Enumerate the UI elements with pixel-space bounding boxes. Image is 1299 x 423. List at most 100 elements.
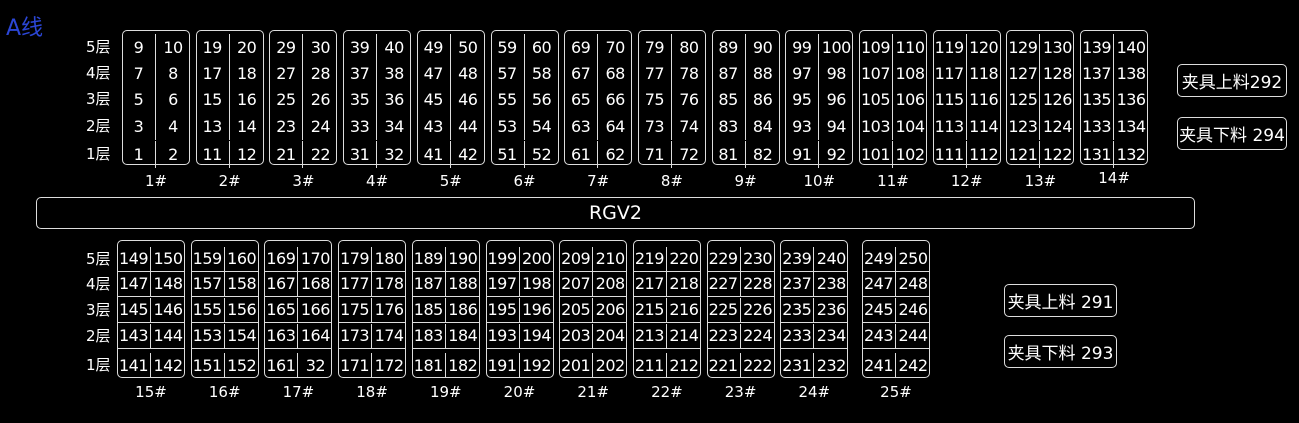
slot-cell[interactable]: 95 bbox=[785, 86, 820, 113]
slot-cell[interactable]: 133 bbox=[1080, 113, 1115, 140]
slot-cell[interactable]: 249 bbox=[862, 247, 896, 272]
slot-cell[interactable]: 234 bbox=[814, 324, 849, 349]
slot-cell[interactable]: 42 bbox=[458, 144, 478, 164]
rack-19[interactable] bbox=[411, 240, 480, 378]
slot-cell[interactable]: 210 bbox=[593, 247, 628, 272]
slot-cell[interactable]: 139 bbox=[1080, 34, 1115, 61]
slot-cell[interactable]: 208 bbox=[593, 272, 628, 297]
slot-cell[interactable]: 217 bbox=[632, 272, 667, 297]
slot-cell[interactable]: 229 bbox=[706, 247, 741, 272]
rack-5[interactable] bbox=[416, 30, 485, 165]
slot-cell[interactable]: 158 bbox=[224, 272, 259, 297]
slot-cell[interactable]: 106 bbox=[895, 89, 925, 109]
slot-cell[interactable]: 48 bbox=[458, 63, 478, 83]
slot-cell[interactable]: 227 bbox=[706, 272, 741, 297]
slot-cell[interactable]: 209 bbox=[559, 247, 594, 272]
slot-cell[interactable]: 32 bbox=[384, 144, 404, 164]
slot-cell[interactable]: 166 bbox=[298, 298, 333, 323]
slot-cell[interactable]: 111 bbox=[933, 141, 967, 168]
slot-cell[interactable]: 223 bbox=[706, 324, 741, 349]
slot-cell[interactable]: 157 bbox=[190, 272, 225, 297]
slot-cell[interactable]: 233 bbox=[780, 324, 815, 349]
slot-cell[interactable]: 231 bbox=[780, 353, 815, 378]
slot-cell[interactable]: 207 bbox=[559, 272, 594, 297]
rack-16[interactable] bbox=[190, 240, 259, 378]
slot-cell[interactable]: 134 bbox=[1116, 116, 1147, 136]
slot-cell[interactable]: 116 bbox=[969, 89, 999, 109]
rack-6[interactable] bbox=[490, 30, 559, 165]
slot-cell[interactable]: 114 bbox=[969, 116, 999, 136]
slot-cell[interactable]: 99 bbox=[785, 34, 820, 61]
slot-cell[interactable]: 237 bbox=[780, 272, 815, 297]
slot-cell[interactable]: 26 bbox=[310, 89, 331, 109]
slot-cell[interactable]: 6 bbox=[168, 89, 178, 109]
slot-cell[interactable]: 203 bbox=[559, 324, 594, 349]
slot-cell[interactable]: 120 bbox=[969, 37, 999, 57]
slot-cell[interactable]: 246 bbox=[896, 298, 930, 323]
slot-cell[interactable]: 244 bbox=[896, 324, 930, 349]
slot-cell[interactable]: 90 bbox=[752, 37, 773, 57]
slot-cell[interactable]: 4 bbox=[168, 116, 178, 136]
slot-cell[interactable]: 196 bbox=[519, 298, 554, 323]
slot-cell[interactable]: 82 bbox=[752, 144, 773, 164]
slot-cell[interactable]: 144 bbox=[151, 324, 185, 349]
slot-cell[interactable]: 67 bbox=[564, 60, 599, 87]
slot-cell[interactable]: 65 bbox=[564, 86, 599, 113]
slot-cell[interactable]: 168 bbox=[298, 272, 333, 297]
rack-4[interactable] bbox=[343, 30, 412, 165]
slot-cell[interactable]: 112 bbox=[969, 144, 999, 164]
slot-cell[interactable]: 206 bbox=[593, 298, 628, 323]
slot-cell[interactable]: 184 bbox=[445, 324, 480, 349]
slot-cell[interactable]: 92 bbox=[826, 144, 847, 164]
slot-cell[interactable]: 113 bbox=[933, 113, 967, 140]
slot-cell[interactable]: 213 bbox=[632, 324, 667, 349]
slot-cell[interactable]: 248 bbox=[896, 272, 930, 297]
slot-cell[interactable]: 35 bbox=[343, 86, 378, 113]
slot-cell[interactable]: 226 bbox=[740, 298, 775, 323]
slot-cell[interactable]: 127 bbox=[1006, 60, 1041, 87]
slot-cell[interactable]: 147 bbox=[117, 272, 151, 297]
slot-cell[interactable]: 247 bbox=[862, 272, 896, 297]
slot-cell[interactable]: 33 bbox=[343, 113, 378, 140]
slot-cell[interactable]: 238 bbox=[814, 272, 849, 297]
slot-cell[interactable]: 202 bbox=[595, 355, 626, 375]
slot-cell[interactable]: 105 bbox=[859, 86, 893, 113]
slot-cell[interactable]: 18 bbox=[237, 63, 257, 83]
slot-cell[interactable]: 39 bbox=[343, 34, 378, 61]
slot-cell[interactable]: 219 bbox=[632, 247, 667, 272]
rack-9[interactable] bbox=[711, 30, 780, 165]
rack-24[interactable] bbox=[780, 240, 849, 378]
slot-cell[interactable]: 176 bbox=[372, 298, 407, 323]
slot-cell[interactable]: 236 bbox=[814, 298, 849, 323]
slot-cell[interactable]: 80 bbox=[679, 37, 699, 57]
slot-cell[interactable]: 205 bbox=[559, 298, 594, 323]
slot-cell[interactable]: 30 bbox=[310, 37, 331, 57]
slot-cell[interactable]: 136 bbox=[1116, 89, 1147, 109]
slot-cell[interactable]: 89 bbox=[712, 34, 746, 61]
slot-cell[interactable]: 201 bbox=[559, 353, 594, 378]
slot-cell[interactable]: 193 bbox=[485, 324, 520, 349]
slot-cell[interactable]: 163 bbox=[264, 324, 299, 349]
slot-cell[interactable]: 138 bbox=[1116, 63, 1147, 83]
slot-cell[interactable]: 78 bbox=[679, 63, 699, 83]
slot-cell[interactable]: 63 bbox=[564, 113, 599, 140]
slot-cell[interactable]: 24 bbox=[310, 116, 331, 136]
slot-cell[interactable]: 70 bbox=[605, 37, 626, 57]
slot-cell[interactable]: 148 bbox=[151, 272, 185, 297]
slot-cell[interactable]: 79 bbox=[638, 34, 672, 61]
slot-cell[interactable]: 58 bbox=[531, 63, 552, 83]
fixture-unload-button-294[interactable]: 夹具下料 294 bbox=[1177, 117, 1287, 150]
slot-cell[interactable]: 68 bbox=[605, 63, 626, 83]
rack-2[interactable] bbox=[195, 30, 264, 165]
slot-cell[interactable]: 215 bbox=[632, 298, 667, 323]
slot-cell[interactable]: 160 bbox=[224, 247, 259, 272]
slot-cell[interactable]: 84 bbox=[752, 116, 773, 136]
slot-cell[interactable]: 185 bbox=[411, 298, 446, 323]
slot-cell[interactable]: 52 bbox=[531, 144, 552, 164]
slot-cell[interactable]: 55 bbox=[491, 86, 525, 113]
slot-cell[interactable]: 239 bbox=[780, 247, 815, 272]
slot-cell[interactable]: 23 bbox=[269, 113, 304, 140]
slot-cell[interactable]: 151 bbox=[191, 353, 225, 378]
slot-cell[interactable]: 169 bbox=[264, 247, 299, 272]
slot-cell[interactable]: 25 bbox=[269, 86, 304, 113]
